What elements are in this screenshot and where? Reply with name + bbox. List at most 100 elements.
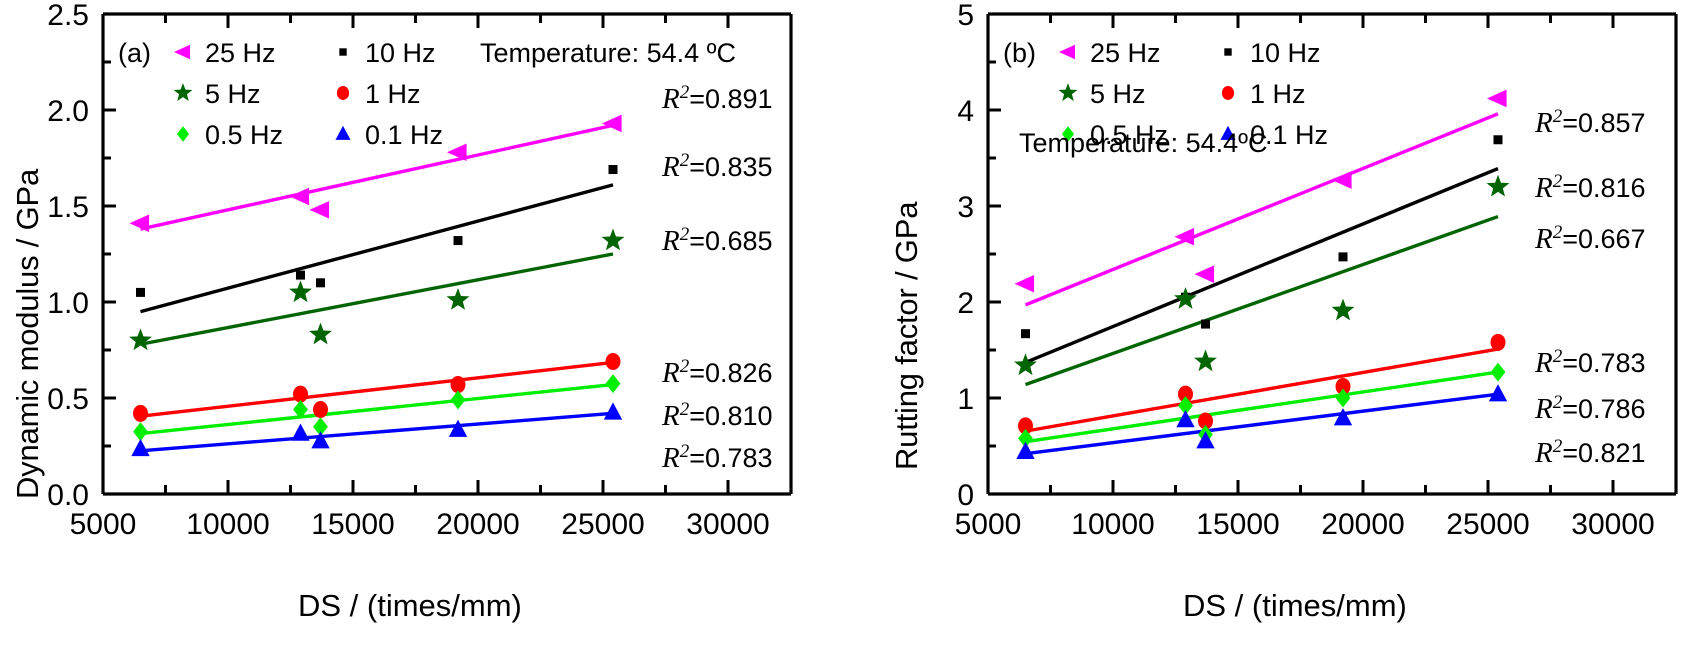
data-point-marker-star (601, 228, 625, 251)
panel-b-plot: 0 1 2 3 4 5 5000 10000 15000 20000 25000 30000 (b) 25… (955, 0, 1678, 541)
regression-line-10hz (1024, 166, 1499, 365)
series-01hz (1016, 384, 1508, 459)
data-point-marker-up-triangle (311, 431, 330, 449)
y-tick-label: 3 (957, 191, 974, 224)
x-tick-label: 5000 (955, 508, 1022, 541)
data-point-marker-circle (1198, 412, 1213, 430)
y-tick-label: 2.0 (47, 95, 89, 128)
x-tick-label: 15000 (311, 508, 394, 541)
regression-line-5hz (140, 252, 614, 346)
data-point-marker-left-triangle (129, 214, 150, 233)
data-point-marker-square (453, 236, 463, 246)
temperature-annotation: Temperature: 54.4ºC (1019, 128, 1267, 158)
r-squared-label: R2=0.667 (1534, 222, 1646, 256)
legend-label: 0.1 Hz (1250, 120, 1328, 150)
data-point-marker-left-triangle (1058, 44, 1076, 60)
panel-a-y-axis-label: Dynamic modulus / GPa (10, 168, 45, 499)
legend: (a) 25 Hz 10 Hz 5 Hz 1 Hz 0.5 Hz 0.1 Hz (118, 38, 443, 150)
legend-label: 1 Hz (1250, 79, 1306, 109)
panel-a-x-axis-label: DS / (times/mm) (298, 588, 522, 623)
data-point-marker-left-triangle (1487, 89, 1507, 108)
data-point-marker-up-triangle (1196, 431, 1215, 449)
data-point-marker-circle (605, 353, 621, 371)
data-point-marker-up-triangle (448, 419, 468, 437)
data-point-marker-up-triangle (131, 438, 150, 457)
data-point-marker-circle (313, 401, 328, 419)
data-point-marker-star (309, 322, 332, 345)
data-point-marker-star (1014, 353, 1037, 376)
data-point-marker-star (1058, 83, 1078, 101)
series-25hz (1014, 89, 1507, 293)
legend-label: 25 Hz (205, 38, 276, 68)
regression-line-01hz (1025, 392, 1499, 456)
data-point-marker-diamond (176, 126, 190, 142)
legend-label: 25 Hz (1090, 38, 1161, 68)
y-tick-label: 0.5 (47, 383, 89, 416)
data-point-marker-left-triangle (1194, 265, 1215, 283)
data-point-marker-star (1174, 287, 1197, 309)
data-point-marker-diamond (1061, 126, 1075, 142)
data-point-marker-diamond (133, 422, 148, 442)
data-point-marker-left-triangle (1014, 274, 1035, 293)
data-point-marker-square (1021, 329, 1030, 339)
series-25hz (129, 114, 622, 233)
data-point-marker-circle (1178, 385, 1193, 403)
legend-label: 0.5 Hz (205, 120, 283, 150)
legend-label: 5 Hz (1090, 79, 1146, 109)
y-tick-label: 2.5 (47, 0, 89, 32)
x-tick-label: 5000 (70, 508, 137, 541)
legend-label: 5 Hz (205, 79, 261, 109)
data-point-marker-diamond (293, 400, 308, 420)
data-point-marker-diamond (1335, 388, 1351, 408)
series-5hz (129, 228, 625, 351)
regression-line-01hz (140, 411, 614, 453)
legend-label: 1 Hz (365, 79, 421, 109)
data-point-marker-square (1338, 252, 1348, 262)
x-tick-label: 30000 (686, 508, 769, 541)
y-tick-label: 4 (957, 95, 974, 128)
x-tick-label: 20000 (1321, 508, 1404, 541)
panel-tag: (a) (118, 38, 151, 68)
r-squared-label: R2=0.891 (661, 82, 773, 116)
data-point-marker-circle (1221, 86, 1235, 100)
temperature-annotation: Temperature: 54.4 ºC (480, 38, 736, 68)
data-point-marker-square (1201, 319, 1210, 329)
regression-line-5hz (1024, 214, 1499, 387)
data-point-marker-up-triangle (1016, 441, 1035, 459)
data-point-marker-left-triangle (173, 44, 191, 60)
data-point-marker-square (339, 48, 347, 56)
data-point-marker-star (1486, 174, 1510, 197)
r-squared-label: R2=0.826 (661, 356, 773, 390)
data-point-marker-square (296, 270, 305, 280)
x-tick-label: 15000 (1196, 508, 1279, 541)
series-10hz (136, 165, 618, 297)
y-tick-label: 0 (957, 479, 974, 512)
data-point-marker-diamond (313, 417, 328, 437)
regression-line-05hz (1025, 370, 1499, 444)
data-point-marker-star (173, 83, 193, 101)
data-point-marker-left-triangle (289, 187, 310, 206)
data-point-marker-left-triangle (309, 201, 330, 219)
data-point-marker-up-triangle (603, 402, 623, 420)
series-5hz (1014, 174, 1510, 376)
data-point-marker-circle (336, 86, 350, 100)
data-point-marker-square (136, 287, 145, 297)
regression-line-25hz (1024, 112, 1499, 307)
data-point-marker-star (129, 328, 152, 351)
panel-b-y-axis-label: Rutting factor / GPa (889, 201, 924, 470)
r-squared-label: R2=0.821 (1534, 436, 1646, 470)
data-point-marker-circle (1018, 417, 1033, 435)
data-point-marker-square (316, 278, 325, 288)
r-squared-label: R2=0.835 (661, 150, 773, 184)
data-point-marker-up-triangle (291, 423, 310, 441)
x-tick-label: 10000 (1071, 508, 1154, 541)
panel-tag: (b) (1003, 38, 1036, 68)
y-tick-label: 2 (957, 287, 974, 320)
legend: (b) 25 Hz 10 Hz 5 Hz 1 Hz 0.5 Hz 0.1 Hz (1003, 38, 1328, 150)
data-point-marker-diamond (1178, 396, 1193, 416)
regression-line-10hz (140, 183, 614, 314)
data-point-marker-left-triangle (1174, 227, 1195, 246)
regression-line-05hz (140, 382, 614, 436)
r-squared-label: R2=0.685 (661, 224, 773, 258)
